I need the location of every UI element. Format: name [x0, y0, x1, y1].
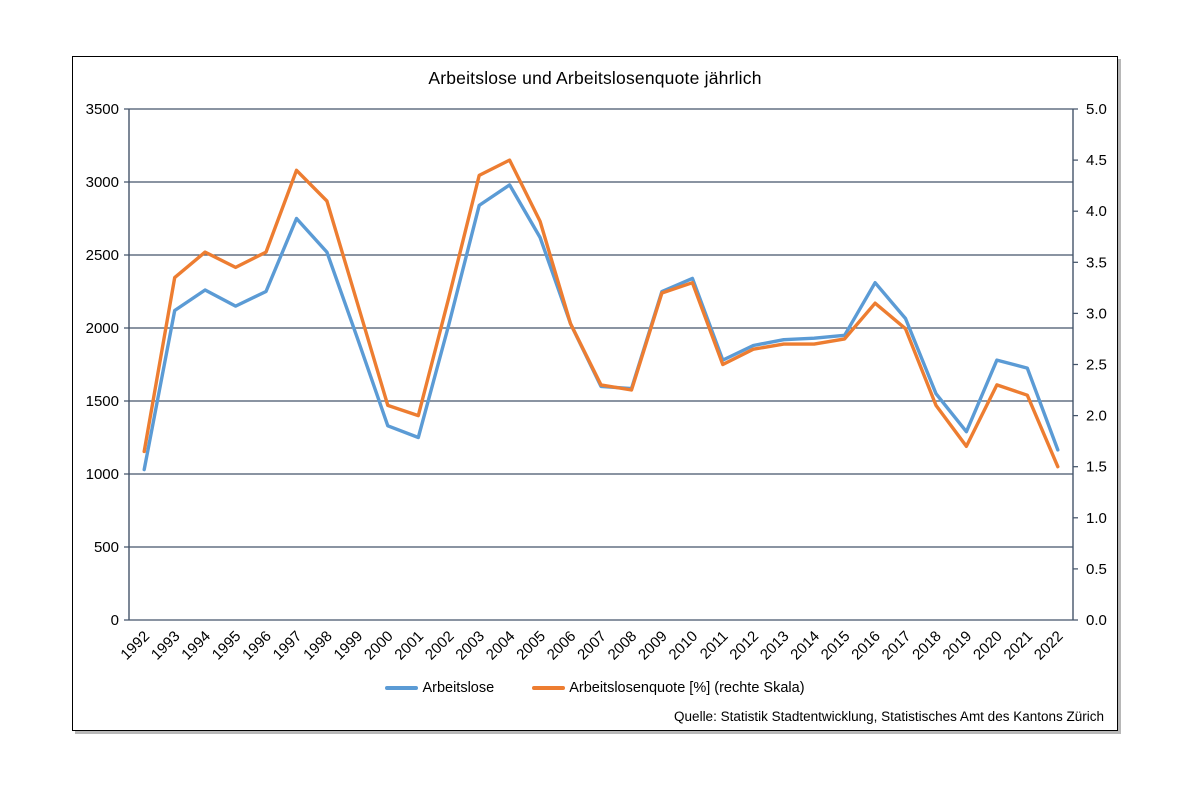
right-axis-tick-label: 0.5	[1086, 561, 1107, 578]
x-axis-label: 2009	[635, 628, 671, 664]
x-axis-label: 2008	[605, 628, 641, 664]
x-axis-label: 2019	[940, 628, 976, 664]
x-axis-label: 2011	[697, 628, 732, 663]
x-axis-label: 2010	[666, 628, 702, 664]
x-axis-label: 1992	[117, 628, 153, 664]
left-axis-tick-label: 2000	[86, 320, 119, 337]
right-axis-tick-label: 2.0	[1086, 408, 1107, 425]
chart-frame: Arbeitslose und Arbeitslosenquote jährli…	[72, 56, 1118, 731]
x-axis-label: 2020	[970, 628, 1006, 664]
left-axis-tick-label: 1500	[86, 393, 119, 410]
legend-item: Arbeitslosenquote [%] (rechte Skala)	[532, 680, 805, 696]
x-axis-label: 2006	[544, 628, 580, 664]
x-axis-label: 1997	[270, 628, 306, 664]
x-axis-label: 1994	[178, 628, 214, 664]
right-axis-tick-label: 2.5	[1086, 357, 1107, 374]
arbeitslosenquote-line	[142, 158, 1060, 469]
right-axis-tick-label: 0.0	[1086, 612, 1107, 629]
right-axis-tick-label: 1.5	[1086, 459, 1107, 476]
left-axis-tick-label: 3500	[86, 101, 119, 118]
plot-area: 0 500 1000 1500 2000 2500 3000 3500 0.0 0.5 1.0 1.5…	[86, 101, 1107, 664]
x-axis-label: 1998	[300, 628, 336, 664]
legend-line-swatch	[532, 686, 566, 690]
legend-item: Arbeitslose	[385, 680, 494, 696]
x-axis-label: 2014	[787, 628, 823, 664]
right-axis-tick-label: 4.5	[1086, 152, 1107, 169]
x-axis-label: 2012	[726, 628, 762, 664]
x-axis-label: 2001	[391, 628, 427, 664]
legend: Arbeitslose Arbeitslosenquote [%] (rechte…	[73, 677, 1117, 699]
x-axis-label: 2017	[879, 628, 915, 664]
right-axis-tick-label: 3.5	[1086, 254, 1107, 271]
legend-label: Arbeitslose	[422, 680, 495, 696]
x-axis-label: 2015	[818, 628, 854, 664]
right-axis-tick-label: 4.0	[1086, 203, 1107, 220]
source-note: Quelle: Statistik Stadtentwicklung, Stat…	[674, 709, 1104, 724]
x-axis-label: 2022	[1031, 628, 1067, 664]
left-axis-tick-label: 2500	[86, 247, 119, 264]
right-axis-tick-label: 1.0	[1086, 510, 1107, 527]
right-axis-tick-label: 5.0	[1086, 101, 1107, 118]
x-axis-label: 2007	[574, 628, 610, 664]
x-axis-label: 1999	[331, 628, 367, 664]
x-axis-label: 2021	[1001, 628, 1037, 664]
x-axis-label: 2000	[361, 628, 397, 664]
x-axis-label: 2003	[452, 628, 488, 664]
legend-line-swatch	[385, 686, 419, 690]
left-axis-tick-label: 3000	[86, 174, 119, 191]
left-axis-tick-label: 1000	[86, 466, 119, 483]
x-axis-label: 2005	[513, 628, 549, 664]
x-axis-label: 1996	[239, 628, 275, 664]
x-axis-label: 2002	[422, 628, 458, 664]
x-axis-label: 2016	[848, 628, 884, 664]
x-axis-label: 1993	[148, 628, 184, 664]
left-axis-tick-label: 500	[94, 539, 119, 556]
x-axis-label: 2004	[483, 628, 519, 664]
legend-label: Arbeitslosenquote [%] (rechte Skala)	[569, 680, 805, 696]
right-axis-tick-label: 3.0	[1086, 305, 1107, 322]
arbeitslose-line	[142, 183, 1060, 472]
x-axis-label: 1995	[209, 628, 245, 664]
x-axis-label: 2018	[909, 628, 945, 664]
chart-title: Arbeitslose und Arbeitslosenquote jährli…	[428, 68, 762, 88]
left-axis-tick-label: 0	[111, 612, 119, 629]
x-axis-label: 2013	[757, 628, 793, 664]
